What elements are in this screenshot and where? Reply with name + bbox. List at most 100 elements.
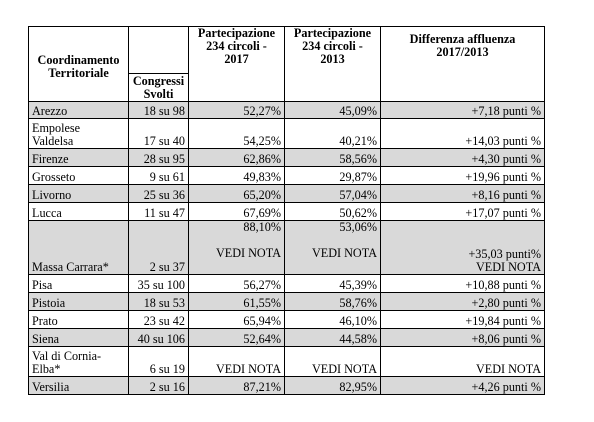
cell-congressi: 6 su 19 [128, 346, 189, 377]
cell-2017: 49,83% [188, 166, 285, 185]
cell-2017: 56,27% [188, 274, 285, 293]
cell-congressi: 17 su 40 [128, 118, 189, 149]
cell-diff: +8,16 punti % [380, 184, 545, 203]
cell-diff: +35,03 punti% VEDI NOTA [380, 220, 545, 275]
cell-2017: 52,64% [188, 328, 285, 347]
cell-2017: 65,20% [188, 184, 285, 203]
cell-2013: 40,21% [284, 118, 381, 149]
cell-congressi: 23 su 42 [128, 310, 189, 329]
header-2013-line-1: Partecipazione [293, 26, 372, 40]
table-row: Lucca 11 su 47 67,69% 50,62% +17,07 punti % [28, 202, 545, 221]
cell-2017: 67,69% [188, 202, 285, 221]
cell-diff: +17,07 punti % [380, 202, 545, 221]
cell-region-line-2: Valdelsa [32, 134, 74, 148]
header-2017-line-1: Partecipazione [197, 26, 276, 40]
header-diff-line-2: 2017/2013 [436, 45, 489, 59]
cell-congressi: 25 su 36 [128, 184, 189, 203]
cell-region: Val di Cornia- Elba* [28, 346, 129, 377]
cell-2017: 52,27% [188, 101, 285, 119]
cell-region: Lucca [28, 202, 129, 221]
cell-2013-line-1: 53,06% [339, 220, 377, 234]
cell-congressi: 2 su 37 [128, 220, 189, 275]
header-region-line-2: Territoriale [48, 66, 109, 80]
participation-table: Coordinamento Territoriale Partecipazion… [28, 26, 545, 395]
cell-region: Siena [28, 328, 129, 347]
header-diff-line-1: Differenza affluenza [409, 32, 516, 46]
cell-congressi: 9 su 61 [128, 166, 189, 185]
cell-2013-line-2: VEDI NOTA [311, 246, 377, 260]
cell-region: Versilia [28, 376, 129, 395]
cell-2017: 65,94% [188, 310, 285, 329]
cell-2013: 29,87% [284, 166, 381, 185]
cell-congressi: 18 su 53 [128, 292, 189, 311]
cell-2013: 50,62% [284, 202, 381, 221]
cell-region-line-1: Empolese [32, 121, 81, 135]
header-2017-line-3: 2017 [224, 52, 249, 66]
cell-congressi: 11 su 47 [128, 202, 189, 221]
table-row: Arezzo 18 su 98 52,27% 45,09% +7,18 punti % [28, 101, 545, 119]
cell-2017: VEDI NOTA [188, 346, 285, 377]
table-row: Pisa 35 su 100 56,27% 45,39% +10,88 punti % [28, 274, 545, 293]
cell-2013: 46,10% [284, 310, 381, 329]
table-row: Pistoia 18 su 53 61,55% 58,76% +2,80 punti % [28, 292, 545, 311]
cell-2017: 87,21% [188, 376, 285, 395]
cell-congressi: 40 su 106 [128, 328, 189, 347]
cell-diff: VEDI NOTA [380, 346, 545, 377]
cell-diff-line-1: +35,03 punti% [468, 247, 541, 261]
cell-region: Livorno [28, 184, 129, 203]
cell-diff: +4,30 punti % [380, 148, 545, 167]
table-row: Siena 40 su 106 52,64% 44,58% +8,06 punti % [28, 328, 545, 347]
cell-diff: +10,88 punti % [380, 274, 545, 293]
header-diff: Differenza affluenza 2017/2013 [380, 26, 545, 102]
cell-region: Grosseto [28, 166, 129, 185]
cell-congressi: 2 su 16 [128, 376, 189, 395]
cell-diff: +7,18 punti % [380, 101, 545, 119]
table-row: Prato 23 su 42 65,94% 46,10% +19,84 punti % [28, 310, 545, 329]
cell-diff: +4,26 punti % [380, 376, 545, 395]
cell-region: Arezzo [28, 101, 129, 119]
cell-congressi: 35 su 100 [128, 274, 189, 293]
cell-region: Firenze [28, 148, 129, 167]
table-row: Firenze 28 su 95 62,86% 58,56% +4,30 punti % [28, 148, 545, 167]
cell-2017-line-2: VEDI NOTA [215, 246, 281, 260]
cell-2017-line-1: 88,10% [243, 220, 281, 234]
cell-region: Massa Carrara* [28, 220, 129, 275]
cell-region: Prato [28, 310, 129, 329]
cell-2013: 82,95% [284, 376, 381, 395]
header-2013-line-3: 2013 [320, 52, 345, 66]
header-2017: Partecipazione 234 circoli - 2017 [188, 26, 285, 102]
header-2013-line-2: 234 circoli - [302, 39, 363, 53]
cell-2013: 45,09% [284, 101, 381, 119]
header-region: Coordinamento Territoriale [28, 26, 129, 102]
header-2017-line-2: 234 circoli - [206, 39, 267, 53]
header-congressi: Congressi Svolti [128, 73, 189, 102]
table-row: Val di Cornia- Elba* 6 su 19 VEDI NOTA VEDI … [28, 346, 545, 377]
cell-2013: 44,58% [284, 328, 381, 347]
cell-2017: 54,25% [188, 118, 285, 149]
header-congressi-line-2: Svolti [143, 86, 174, 101]
cell-2013: VEDI NOTA [284, 346, 381, 377]
cell-region: Pisa [28, 274, 129, 293]
header-2013: Partecipazione 234 circoli - 2013 [284, 26, 381, 102]
cell-region-line-2: Elba* [32, 362, 61, 376]
cell-region: Pistoia [28, 292, 129, 311]
cell-2013: 57,04% [284, 184, 381, 203]
table-row: Empolese Valdelsa 17 su 40 54,25% 40,21% +14,… [28, 118, 545, 149]
cell-diff-line-2: VEDI NOTA [475, 260, 541, 274]
cell-diff: +8,06 punti % [380, 328, 545, 347]
table-row: Livorno 25 su 36 65,20% 57,04% +8,16 punti % [28, 184, 545, 203]
cell-congressi: 18 su 98 [128, 101, 189, 119]
header-blank [128, 26, 189, 74]
cell-2013: 58,76% [284, 292, 381, 311]
table-row: Grosseto 9 su 61 49,83% 29,87% +19,96 punti … [28, 166, 545, 185]
cell-2017: 62,86% [188, 148, 285, 167]
cell-diff: +14,03 punti % [380, 118, 545, 149]
cell-2013: 45,39% [284, 274, 381, 293]
cell-2013: 58,56% [284, 148, 381, 167]
header-congressi-line-1: Congressi [132, 73, 185, 88]
cell-2013: 53,06% VEDI NOTA [284, 220, 381, 275]
cell-region: Empolese Valdelsa [28, 118, 129, 149]
table-row: Versilia 2 su 16 87,21% 82,95% +4,26 punti % [28, 376, 545, 395]
cell-congressi: 28 su 95 [128, 148, 189, 167]
cell-diff: +19,84 punti % [380, 310, 545, 329]
